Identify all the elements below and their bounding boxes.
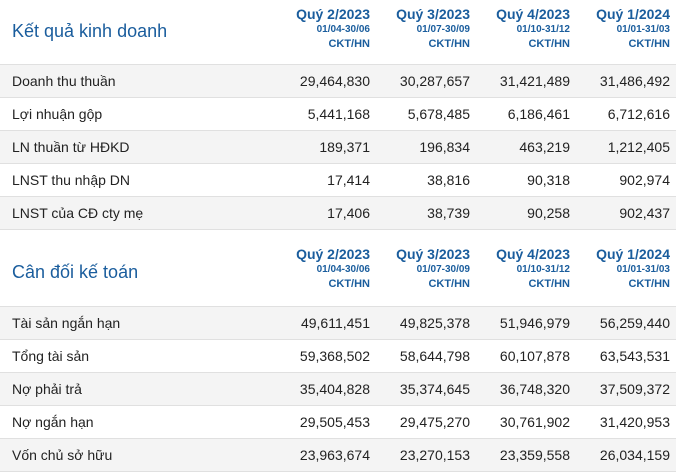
value-cell: 49,825,378 (376, 305, 476, 339)
quarter-header[interactable]: Quý 2/2023 01/04-30/06 CKT/HN (276, 240, 376, 306)
value-cell: 31,486,492 (576, 63, 676, 97)
table-row: LNST thu nhập DN 17,414 38,816 90,318 90… (0, 162, 676, 196)
quarter-label: Quý 1/2024 (596, 246, 670, 262)
value-cell: 38,739 (376, 195, 476, 230)
row-label: Tổng tài sản (0, 338, 276, 372)
quarter-dates: 01/10-31/12 (516, 24, 570, 35)
quarter-label: Quý 3/2023 (396, 6, 470, 22)
value-cell: 6,712,616 (576, 96, 676, 130)
quarter-dates: 01/07-30/09 (416, 24, 470, 35)
value-cell: 60,107,878 (476, 338, 576, 372)
value-cell: 36,748,320 (476, 371, 576, 405)
balance-header-row: Cân đối kế toán Quý 2/2023 01/04-30/06 C… (0, 240, 676, 306)
value-cell: 30,761,902 (476, 404, 576, 438)
quarter-audit: CKT/HN (328, 278, 370, 290)
value-cell: 51,946,979 (476, 305, 576, 339)
table-row: Nợ ngắn hạn 29,505,453 29,475,270 30,761… (0, 404, 676, 438)
quarter-header[interactable]: Quý 3/2023 01/07-30/09 CKT/HN (376, 0, 476, 64)
value-cell: 30,287,657 (376, 63, 476, 97)
value-cell: 31,420,953 (576, 404, 676, 438)
value-cell: 31,421,489 (476, 63, 576, 97)
value-cell: 58,644,798 (376, 338, 476, 372)
table-row: Tổng tài sản 59,368,502 58,644,798 60,10… (0, 338, 676, 372)
quarter-dates: 01/10-31/12 (516, 264, 570, 275)
value-cell: 196,834 (376, 129, 476, 163)
row-label: Vốn chủ sở hữu (0, 437, 276, 472)
value-cell: 56,259,440 (576, 305, 676, 339)
value-cell: 90,258 (476, 195, 576, 230)
value-cell: 23,359,558 (476, 437, 576, 472)
quarter-header[interactable]: Quý 4/2023 01/10-31/12 CKT/HN (476, 0, 576, 64)
value-cell: 463,219 (476, 129, 576, 163)
quarter-audit: CKT/HN (528, 278, 570, 290)
value-cell: 189,371 (276, 129, 376, 163)
quarter-dates: 01/01-31/03 (616, 264, 670, 275)
value-cell: 38,816 (376, 162, 476, 196)
quarter-dates: 01/07-30/09 (416, 264, 470, 275)
value-cell: 49,611,451 (276, 305, 376, 339)
quarter-header[interactable]: Quý 3/2023 01/07-30/09 CKT/HN (376, 240, 476, 306)
income-header-row: Kết quả kinh doanh Quý 2/2023 01/04-30/0… (0, 0, 676, 64)
row-label: LNST thu nhập DN (0, 162, 276, 196)
value-cell: 26,034,159 (576, 437, 676, 472)
value-cell: 902,437 (576, 195, 676, 230)
quarter-audit: CKT/HN (328, 38, 370, 50)
table-row: Lợi nhuận gộp 5,441,168 5,678,485 6,186,… (0, 96, 676, 130)
value-cell: 902,974 (576, 162, 676, 196)
value-cell: 35,374,645 (376, 371, 476, 405)
balance-sheet-table: Cân đối kế toán Quý 2/2023 01/04-30/06 C… (0, 240, 676, 472)
quarter-label: Quý 4/2023 (496, 246, 570, 262)
value-cell: 29,505,453 (276, 404, 376, 438)
value-cell: 5,441,168 (276, 96, 376, 130)
table-row: Vốn chủ sở hữu 23,963,674 23,270,153 23,… (0, 437, 676, 472)
quarter-dates: 01/01-31/03 (616, 24, 670, 35)
row-label: LNST của CĐ cty mẹ (0, 195, 276, 230)
value-cell: 35,404,828 (276, 371, 376, 405)
table-row: Nợ phải trả 35,404,828 35,374,645 36,748… (0, 371, 676, 405)
table-row: Tài sản ngắn hạn 49,611,451 49,825,378 5… (0, 305, 676, 339)
quarter-dates: 01/04-30/06 (316, 264, 370, 275)
value-cell: 17,414 (276, 162, 376, 196)
quarter-header[interactable]: Quý 1/2024 01/01-31/03 CKT/HN (576, 240, 676, 306)
table-row: Doanh thu thuần 29,464,830 30,287,657 31… (0, 63, 676, 97)
quarter-audit: CKT/HN (428, 278, 470, 290)
value-cell: 29,475,270 (376, 404, 476, 438)
quarter-audit: CKT/HN (628, 278, 670, 290)
row-label: Tài sản ngắn hạn (0, 305, 276, 339)
quarter-label: Quý 2/2023 (296, 246, 370, 262)
value-cell: 29,464,830 (276, 63, 376, 97)
value-cell: 23,963,674 (276, 437, 376, 472)
income-section-title: Kết quả kinh doanh (12, 21, 168, 42)
balance-section-title: Cân đối kế toán (12, 262, 139, 283)
quarter-audit: CKT/HN (628, 38, 670, 50)
quarter-header[interactable]: Quý 1/2024 01/01-31/03 CKT/HN (576, 0, 676, 64)
value-cell: 59,368,502 (276, 338, 376, 372)
quarter-header[interactable]: Quý 4/2023 01/10-31/12 CKT/HN (476, 240, 576, 306)
value-cell: 1,212,405 (576, 129, 676, 163)
quarter-label: Quý 4/2023 (496, 6, 570, 22)
row-label: Lợi nhuận gộp (0, 96, 276, 130)
quarter-label: Quý 3/2023 (396, 246, 470, 262)
row-label: LN thuần từ HĐKD (0, 129, 276, 163)
value-cell: 17,406 (276, 195, 376, 230)
row-label: Doanh thu thuần (0, 63, 276, 97)
quarter-header[interactable]: Quý 2/2023 01/04-30/06 CKT/HN (276, 0, 376, 64)
value-cell: 23,270,153 (376, 437, 476, 472)
table-row: LNST của CĐ cty mẹ 17,406 38,739 90,258 … (0, 195, 676, 230)
table-row: LN thuần từ HĐKD 189,371 196,834 463,219… (0, 129, 676, 163)
quarter-label: Quý 1/2024 (596, 6, 670, 22)
quarter-label: Quý 2/2023 (296, 6, 370, 22)
value-cell: 6,186,461 (476, 96, 576, 130)
row-label: Nợ ngắn hạn (0, 404, 276, 438)
value-cell: 37,509,372 (576, 371, 676, 405)
value-cell: 63,543,531 (576, 338, 676, 372)
row-label: Nợ phải trả (0, 371, 276, 405)
quarter-audit: CKT/HN (528, 38, 570, 50)
value-cell: 5,678,485 (376, 96, 476, 130)
quarter-audit: CKT/HN (428, 38, 470, 50)
quarter-dates: 01/04-30/06 (316, 24, 370, 35)
value-cell: 90,318 (476, 162, 576, 196)
income-statement-table: Kết quả kinh doanh Quý 2/2023 01/04-30/0… (0, 0, 676, 230)
